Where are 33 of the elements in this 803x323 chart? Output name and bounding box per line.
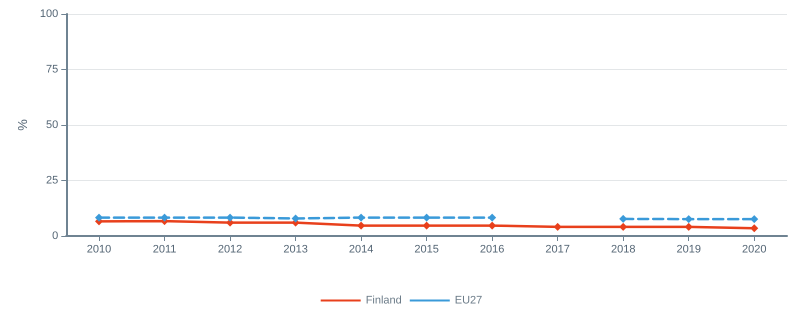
- point: [619, 214, 628, 223]
- x-tick-label: 2017: [545, 244, 570, 256]
- point: [488, 214, 496, 222]
- point: [554, 222, 562, 231]
- x-tick-label: 2011: [152, 244, 176, 256]
- point: [357, 214, 366, 222]
- point: [422, 222, 431, 230]
- point: [226, 214, 234, 222]
- x-tick-label: 2012: [218, 244, 242, 256]
- legend-label: EU27: [454, 294, 482, 306]
- point: [422, 214, 431, 222]
- x-tick-label: 2014: [348, 244, 374, 256]
- point: [488, 222, 496, 230]
- point: [684, 215, 693, 224]
- y-tick-label: 75: [46, 64, 58, 76]
- x-tick-label: 2018: [610, 244, 636, 256]
- y-tick-label: 100: [40, 8, 58, 20]
- legend-label: Finland: [366, 294, 402, 306]
- point: [357, 222, 366, 230]
- point: [750, 215, 758, 224]
- x-tick-label: 2010: [86, 244, 112, 256]
- y-tick-label: 0: [52, 230, 58, 242]
- point: [750, 224, 758, 232]
- point: [619, 222, 628, 231]
- x-tick-label: 2015: [414, 244, 439, 256]
- x-tick-label: 2013: [283, 244, 308, 256]
- y-axis-title: %: [15, 118, 30, 131]
- point: [684, 222, 693, 231]
- x-tick-label: 2020: [742, 244, 766, 256]
- y-tick-label: 50: [46, 119, 58, 131]
- y-tick-label: 25: [46, 174, 58, 186]
- x-tick-label: 2019: [676, 244, 701, 256]
- x-tick-label: 2016: [480, 244, 504, 256]
